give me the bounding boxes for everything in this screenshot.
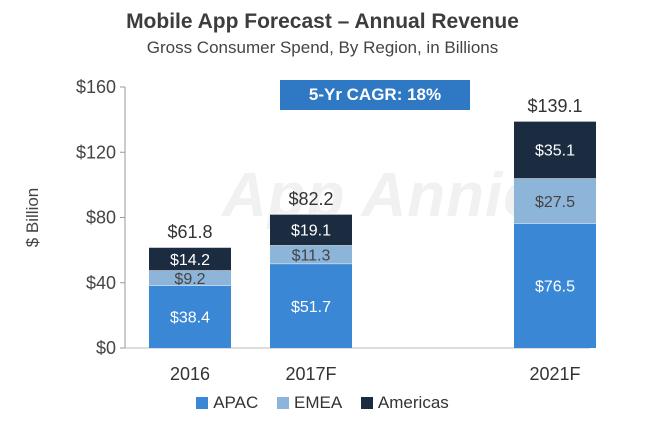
- legend-label-americas: Americas: [377, 393, 449, 412]
- bar-value-label: $38.4: [170, 310, 210, 327]
- bar-segment-apac: [270, 263, 352, 348]
- bar-segment-apac: [514, 223, 596, 348]
- bar-value-label: $19.1: [291, 223, 331, 240]
- bar-segment-americas: [270, 214, 352, 246]
- bar-total-label: $61.8: [167, 222, 212, 242]
- y-tick-label: $0: [96, 338, 116, 358]
- y-axis-label: $ Billion: [23, 188, 42, 248]
- x-tick-label: 2016: [170, 364, 210, 384]
- bar-value-label: $11.3: [292, 247, 331, 264]
- bar-total-label: $82.2: [288, 189, 333, 209]
- x-tick-label: 2021F: [529, 364, 580, 384]
- bar-value-label: $27.5: [535, 194, 575, 211]
- y-tick-label: $40: [86, 273, 116, 293]
- y-tick-label: $80: [86, 208, 116, 228]
- bar-segment-americas: [149, 247, 231, 271]
- x-tick-label: 2017F: [285, 364, 336, 384]
- legend-label-emea: EMEA: [294, 393, 343, 412]
- bar-segment-emea: [149, 270, 231, 286]
- legend-item-emea: EMEA: [277, 393, 342, 413]
- bar-value-label: $76.5: [535, 279, 575, 296]
- legend-label-apac: APAC: [213, 393, 259, 412]
- bar-total-label: $139.1: [527, 96, 582, 116]
- legend-item-apac: APAC: [196, 393, 258, 413]
- legend: APAC EMEA Americas: [0, 393, 645, 413]
- bar-value-label: $35.1: [535, 143, 575, 160]
- y-tick-label: $160: [76, 77, 116, 97]
- bar-segment-emea: [514, 178, 596, 224]
- bar-value-label: $51.7: [291, 299, 331, 316]
- bar-segment-americas: [514, 121, 596, 179]
- bar-value-label: $9.2: [174, 271, 205, 288]
- bar-value-label: $14.2: [170, 252, 210, 269]
- y-tick-label: $120: [76, 142, 116, 162]
- chart-title: Mobile App Forecast – Annual Revenue: [126, 10, 519, 33]
- bar-segment-emea: [270, 245, 352, 264]
- bar-segment-apac: [149, 285, 231, 348]
- legend-swatch-emea: [277, 397, 289, 409]
- chart-subtitle: Gross Consumer Spend, By Region, in Bill…: [146, 38, 499, 57]
- cagr-annotation: 5-Yr CAGR: 18%: [280, 80, 470, 110]
- legend-item-americas: Americas: [360, 393, 449, 413]
- legend-swatch-americas: [360, 397, 373, 409]
- legend-swatch-apac: [196, 397, 209, 409]
